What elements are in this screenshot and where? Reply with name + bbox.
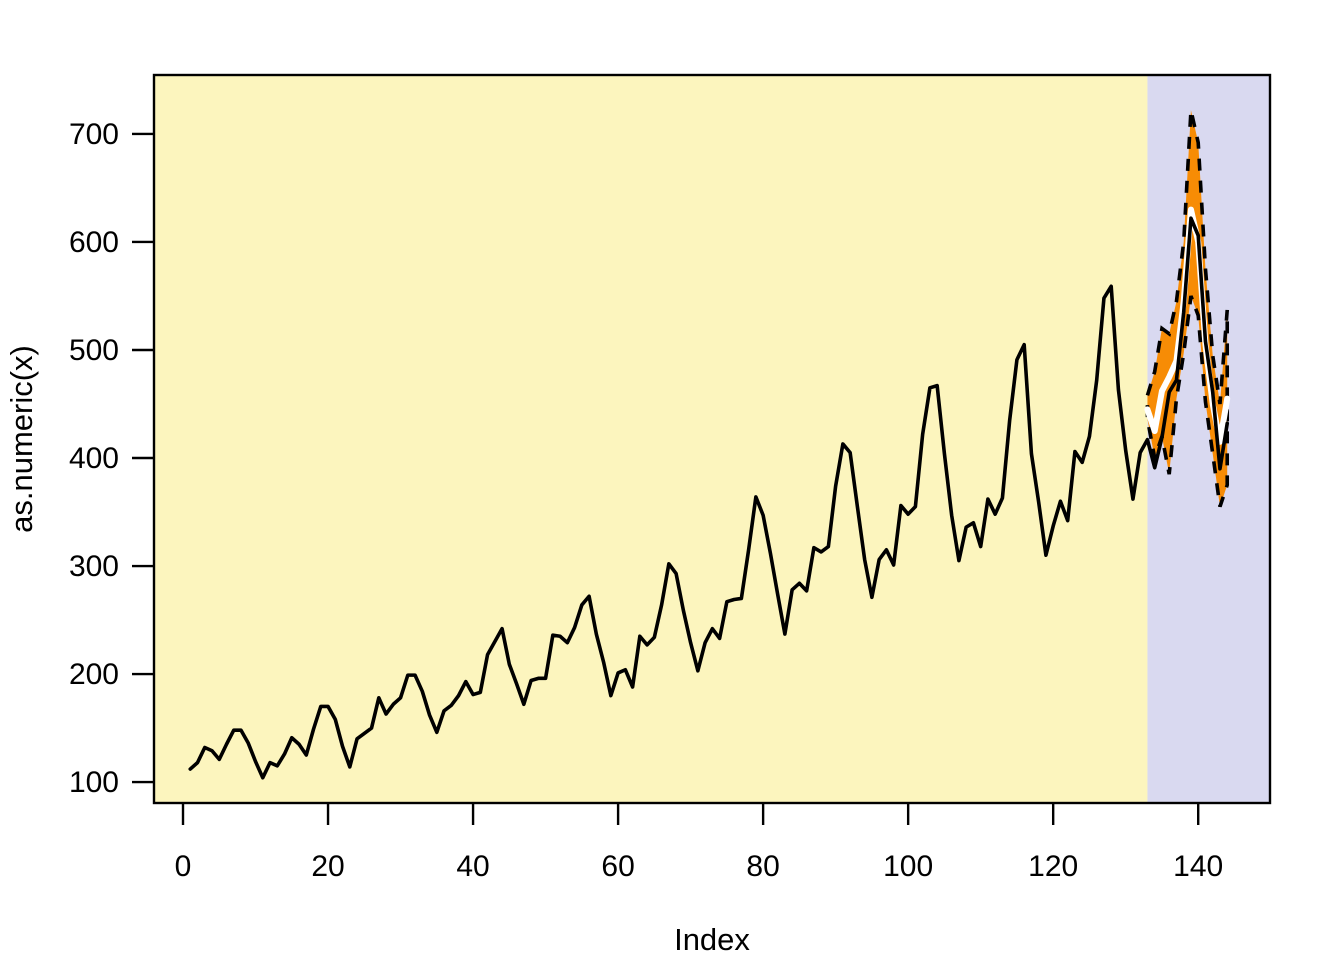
y-tick-label: 500	[69, 334, 119, 367]
x-tick-label: 40	[456, 850, 489, 883]
x-tick-label: 20	[311, 850, 344, 883]
x-tick-label: 120	[1028, 850, 1078, 883]
y-tick-label: 400	[69, 442, 119, 475]
x-axis: 0 20 40 60 80 100 120 140	[175, 803, 1223, 883]
y-tick-label: 300	[69, 550, 119, 583]
x-tick-label: 60	[601, 850, 634, 883]
x-tick-label: 80	[746, 850, 779, 883]
observed-line	[188, 216, 1230, 780]
y-tick-label: 700	[69, 118, 119, 151]
x-tick-label: 100	[883, 850, 933, 883]
x-tick-label: 140	[1173, 850, 1223, 883]
history-region	[154, 75, 1148, 803]
y-tick-label: 200	[69, 658, 119, 691]
x-axis-title: Index	[674, 922, 750, 957]
plot-frame	[152, 73, 1272, 805]
x-tick-label: 0	[175, 850, 192, 883]
y-axis-title: as.numeric(x)	[4, 345, 39, 533]
y-axis: 100 200 300 400 500 600 700	[69, 118, 154, 799]
y-tick-label: 100	[69, 766, 119, 799]
y-tick-label: 600	[69, 226, 119, 259]
